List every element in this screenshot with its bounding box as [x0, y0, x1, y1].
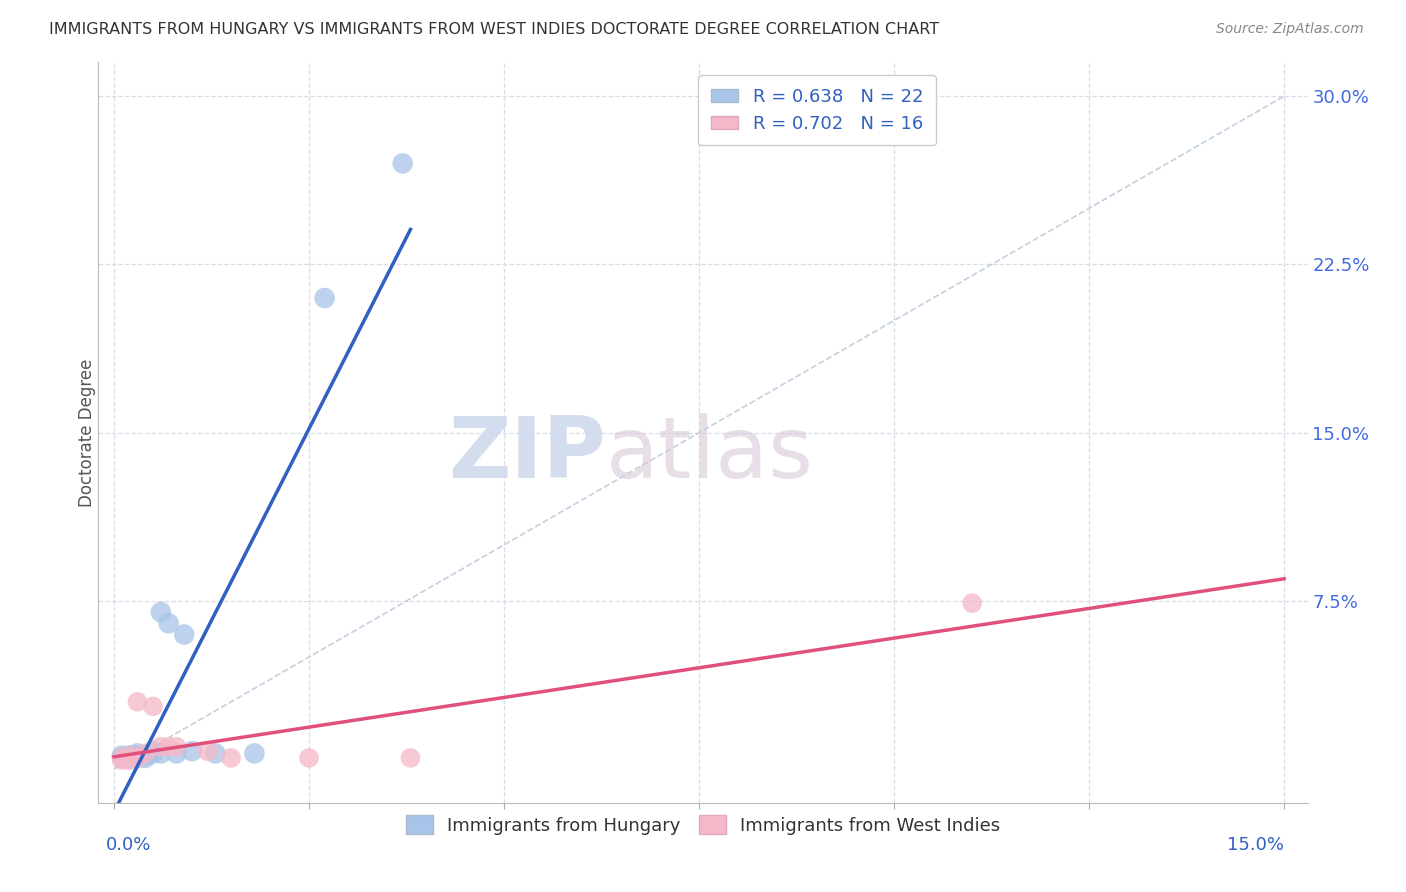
- Point: [134, 751, 156, 765]
- Point: [197, 744, 219, 758]
- Point: [298, 751, 321, 765]
- Point: [142, 744, 165, 758]
- Point: [399, 751, 422, 765]
- Point: [111, 753, 134, 767]
- Point: [118, 753, 141, 767]
- Point: [118, 748, 141, 763]
- Point: [118, 748, 141, 763]
- Point: [127, 747, 149, 761]
- Text: Source: ZipAtlas.com: Source: ZipAtlas.com: [1216, 22, 1364, 37]
- Text: atlas: atlas: [606, 413, 814, 496]
- Point: [181, 744, 204, 758]
- Text: IMMIGRANTS FROM HUNGARY VS IMMIGRANTS FROM WEST INDIES DOCTORATE DEGREE CORRELAT: IMMIGRANTS FROM HUNGARY VS IMMIGRANTS FR…: [49, 22, 939, 37]
- Text: 15.0%: 15.0%: [1227, 837, 1284, 855]
- Point: [165, 747, 187, 761]
- Legend: Immigrants from Hungary, Immigrants from West Indies: Immigrants from Hungary, Immigrants from…: [398, 808, 1008, 842]
- Point: [127, 751, 149, 765]
- Point: [111, 748, 134, 763]
- Point: [149, 605, 172, 619]
- Point: [173, 627, 195, 641]
- Text: ZIP: ZIP: [449, 413, 606, 496]
- Point: [149, 739, 172, 754]
- Point: [149, 747, 172, 761]
- Point: [165, 739, 187, 754]
- Point: [960, 596, 983, 610]
- Point: [134, 748, 156, 763]
- Point: [142, 699, 165, 714]
- Point: [111, 751, 134, 765]
- Point: [118, 748, 141, 763]
- Y-axis label: Doctorate Degree: Doctorate Degree: [79, 359, 96, 507]
- Point: [134, 747, 156, 761]
- Point: [127, 695, 149, 709]
- Point: [127, 751, 149, 765]
- Point: [157, 739, 180, 754]
- Point: [314, 291, 336, 305]
- Text: 0.0%: 0.0%: [107, 837, 152, 855]
- Point: [204, 747, 226, 761]
- Point: [127, 748, 149, 763]
- Point: [111, 751, 134, 765]
- Point: [118, 751, 141, 765]
- Point: [391, 156, 413, 170]
- Point: [157, 616, 180, 631]
- Point: [219, 751, 242, 765]
- Point: [142, 747, 165, 761]
- Point: [243, 747, 266, 761]
